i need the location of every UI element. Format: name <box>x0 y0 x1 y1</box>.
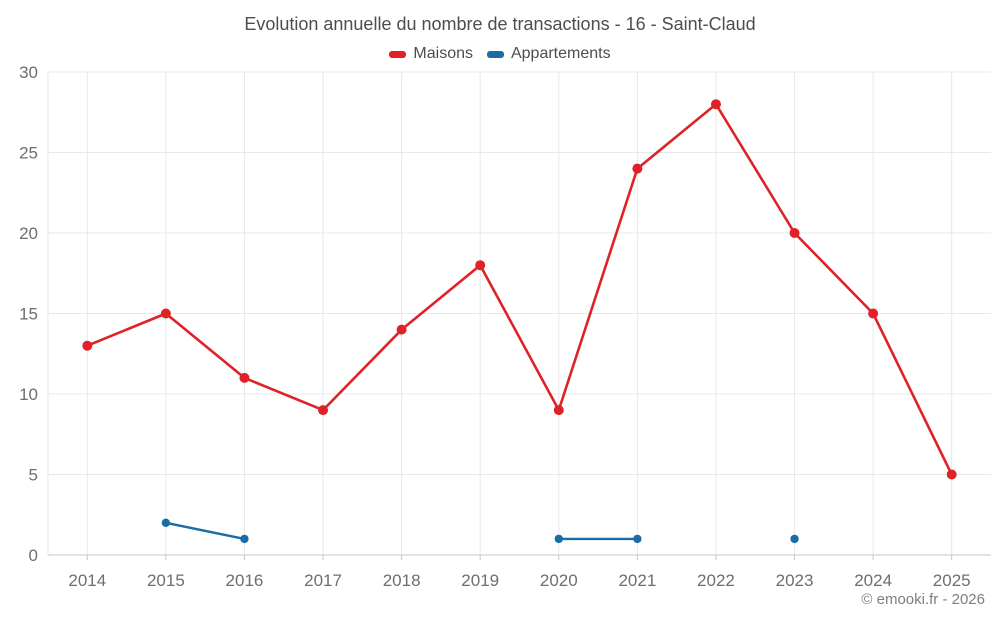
svg-text:2025: 2025 <box>933 571 971 590</box>
svg-text:2014: 2014 <box>68 571 106 590</box>
legend-label-maisons: Maisons <box>413 45 473 62</box>
svg-text:2015: 2015 <box>147 571 185 590</box>
svg-text:10: 10 <box>19 385 38 404</box>
svg-text:2018: 2018 <box>383 571 421 590</box>
svg-text:2024: 2024 <box>854 571 892 590</box>
chart-legend: Maisons Appartements <box>0 45 1000 63</box>
svg-text:15: 15 <box>19 305 38 324</box>
svg-text:2019: 2019 <box>461 571 499 590</box>
svg-text:2017: 2017 <box>304 571 342 590</box>
legend-label-appartements: Appartements <box>510 45 611 62</box>
maisons-series-swatch-icon <box>389 50 407 58</box>
svg-text:30: 30 <box>19 63 38 82</box>
svg-text:0: 0 <box>29 546 38 565</box>
chart-title: Evolution annuelle du nombre de transact… <box>244 14 756 34</box>
appartements-series-swatch-icon <box>486 50 504 58</box>
svg-text:2020: 2020 <box>540 571 578 590</box>
svg-text:2016: 2016 <box>226 571 264 590</box>
svg-text:25: 25 <box>19 144 38 163</box>
svg-text:2021: 2021 <box>618 571 656 590</box>
copyright-text: © emooki.fr - 2026 <box>861 591 985 608</box>
svg-text:2023: 2023 <box>776 571 814 590</box>
svg-text:2022: 2022 <box>697 571 735 590</box>
legend-item-maisons[interactable]: Maisons <box>389 45 473 63</box>
svg-text:5: 5 <box>29 466 38 485</box>
legend-item-appartements[interactable]: Appartements <box>486 45 611 63</box>
svg-text:20: 20 <box>19 224 38 243</box>
